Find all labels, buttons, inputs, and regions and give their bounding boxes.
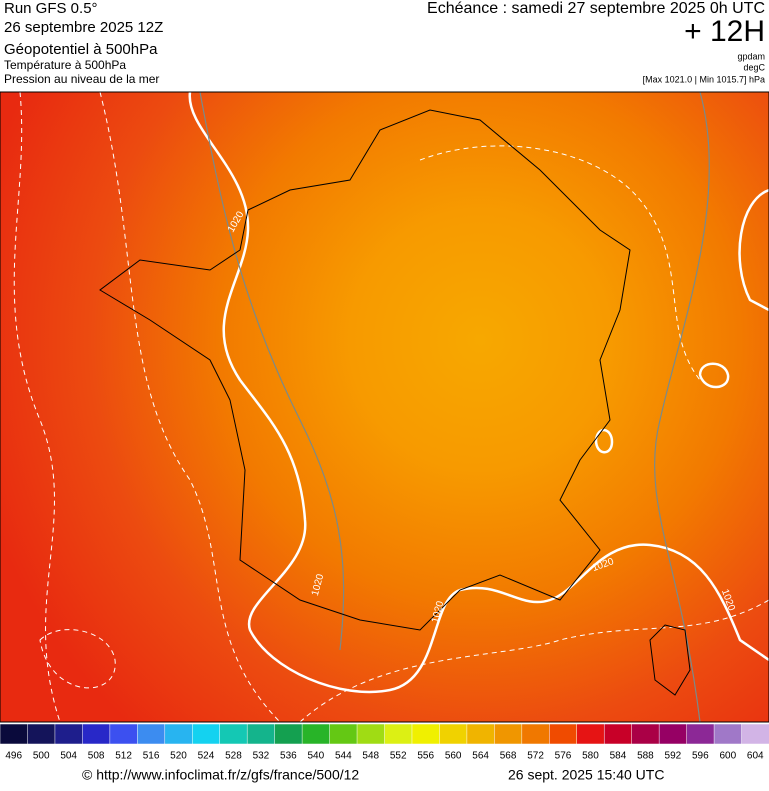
field-label: Pression au niveau de la mer xyxy=(4,72,159,86)
geopotential xyxy=(199,92,345,651)
isotherm xyxy=(419,145,701,381)
colorbar-swatch xyxy=(164,723,194,745)
corsica-outline xyxy=(649,624,691,696)
unit-label: degC xyxy=(743,62,765,72)
field-label: Géopotentiel à 500hPa xyxy=(4,41,158,58)
colorbar-label: 552 xyxy=(390,751,407,762)
colorbar-swatch xyxy=(82,723,111,745)
colorbar-swatch xyxy=(356,723,386,745)
colorbar-swatch xyxy=(219,723,248,745)
colorbar-swatch xyxy=(494,723,523,745)
colorbar-label: 532 xyxy=(253,751,270,762)
isobar xyxy=(594,428,614,454)
colorbar-label: 508 xyxy=(88,751,105,762)
field-label: Température à 500hPa xyxy=(4,58,126,72)
colorbar-swatch xyxy=(439,723,468,745)
isobar xyxy=(188,92,769,694)
minmax-label: [Max 1021.0 | Min 1015.7] hPa xyxy=(643,74,765,84)
colorbar-label: 548 xyxy=(362,751,379,762)
isotherm xyxy=(13,92,61,722)
colorbar-swatch xyxy=(301,723,331,745)
colorbar-label: 500 xyxy=(33,751,50,762)
unit-label: gpdam xyxy=(737,51,765,61)
colorbar-label: 564 xyxy=(472,751,489,762)
colorbar-label: 556 xyxy=(417,751,434,762)
isotherm xyxy=(299,599,769,722)
isotherm xyxy=(39,629,116,689)
colorbar-label: 592 xyxy=(665,751,682,762)
colorbar-label: 520 xyxy=(170,751,187,762)
run-date: 26 septembre 2025 12Z xyxy=(4,19,163,36)
colorbar-swatch xyxy=(466,723,496,745)
colorbar-swatch xyxy=(137,723,166,745)
colorbar-swatch xyxy=(603,723,633,745)
map-frame xyxy=(0,91,769,723)
colorbar-swatch xyxy=(411,723,441,745)
temperature-field xyxy=(0,92,769,722)
colorbar-swatch xyxy=(192,723,221,745)
france-outline xyxy=(99,109,631,631)
colorbar-label: 496 xyxy=(5,751,22,762)
colorbar-swatch xyxy=(274,723,303,745)
colorbar-label: 524 xyxy=(198,751,215,762)
lead-time: + 12H xyxy=(684,15,765,48)
colorbar-label: 512 xyxy=(115,751,132,762)
colorbar-swatch xyxy=(741,723,769,745)
colorbar-swatch xyxy=(549,723,578,745)
colorbar-swatch xyxy=(246,723,276,745)
colorbar-label: 540 xyxy=(307,751,324,762)
colorbar-label: 588 xyxy=(637,751,654,762)
colorbar-label: 576 xyxy=(555,751,572,762)
colorbar-label: 560 xyxy=(445,751,462,762)
colorbar-swatch xyxy=(0,723,29,745)
colorbar-swatch xyxy=(521,723,551,745)
colorbar-swatch xyxy=(109,723,139,745)
colorbar-label: 504 xyxy=(60,751,77,762)
colorbar-label: 584 xyxy=(610,751,627,762)
colorbar-swatch xyxy=(631,723,660,745)
generated-time: 26 sept. 2025 15:40 UTC xyxy=(508,767,664,783)
colorbar-swatch xyxy=(658,723,688,745)
colorbar-label: 544 xyxy=(335,751,352,762)
contours xyxy=(13,92,769,722)
colorbar-label: 536 xyxy=(280,751,297,762)
run-label: Run GFS 0.5° xyxy=(4,0,98,17)
colorbar-label: 604 xyxy=(747,751,764,762)
colorbar-label: 572 xyxy=(527,751,544,762)
colorbar-label: 596 xyxy=(692,751,709,762)
colorbar-swatch xyxy=(686,723,715,745)
geopotential xyxy=(654,92,710,722)
colorbar-swatch xyxy=(713,723,743,745)
colorbar-label: 580 xyxy=(582,751,599,762)
colorbar-swatch xyxy=(329,723,358,745)
colorbar-label: 568 xyxy=(500,751,517,762)
colorbar-label: 528 xyxy=(225,751,242,762)
colorbar-label: 516 xyxy=(143,751,160,762)
valid-time: Echéance : samedi 27 septembre 2025 0h U… xyxy=(427,0,765,17)
colorbar-swatch xyxy=(384,723,413,745)
source-link: © http://www.infoclimat.fr/z/gfs/france/… xyxy=(82,767,359,783)
colorbar-label: 600 xyxy=(719,751,736,762)
isobar xyxy=(698,362,730,389)
colorbar-swatch xyxy=(54,723,84,745)
colorbar-swatch xyxy=(27,723,56,745)
colorbar-swatch xyxy=(576,723,605,745)
isobar xyxy=(738,188,769,312)
